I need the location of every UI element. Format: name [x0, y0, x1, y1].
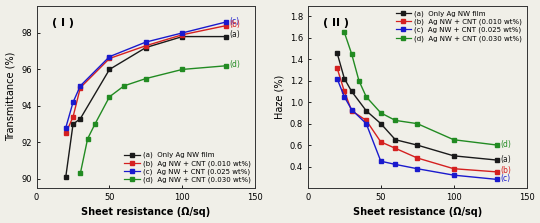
Text: (c): (c) — [501, 174, 510, 183]
Text: (d): (d) — [229, 60, 240, 69]
Text: ( II ): ( II ) — [323, 18, 349, 28]
Text: ( I ): ( I ) — [52, 18, 74, 28]
Y-axis label: Transmittance (%): Transmittance (%) — [5, 52, 16, 141]
X-axis label: Sheet resistance (Ω/sq): Sheet resistance (Ω/sq) — [82, 207, 211, 217]
Legend: (a)  Only Ag NW film, (b)  Ag NW + CNT (0.010 wt%), (c)  Ag NW + CNT (0.025 wt%): (a) Only Ag NW film, (b) Ag NW + CNT (0.… — [122, 149, 253, 186]
Text: (a): (a) — [501, 155, 511, 163]
Text: (b): (b) — [229, 20, 240, 29]
Y-axis label: Haze (%): Haze (%) — [274, 75, 284, 119]
Legend: (a)  Only Ag NW film, (b)  Ag NW + CNT (0.010 wt%), (c)  Ag NW + CNT (0.025 wt%): (a) Only Ag NW film, (b) Ag NW + CNT (0.… — [393, 8, 524, 44]
X-axis label: Sheet resistance (Ω/sq): Sheet resistance (Ω/sq) — [353, 207, 482, 217]
Text: (a): (a) — [229, 30, 240, 39]
Text: (c): (c) — [229, 17, 239, 26]
Text: (b): (b) — [501, 166, 511, 175]
Text: (d): (d) — [501, 140, 511, 149]
